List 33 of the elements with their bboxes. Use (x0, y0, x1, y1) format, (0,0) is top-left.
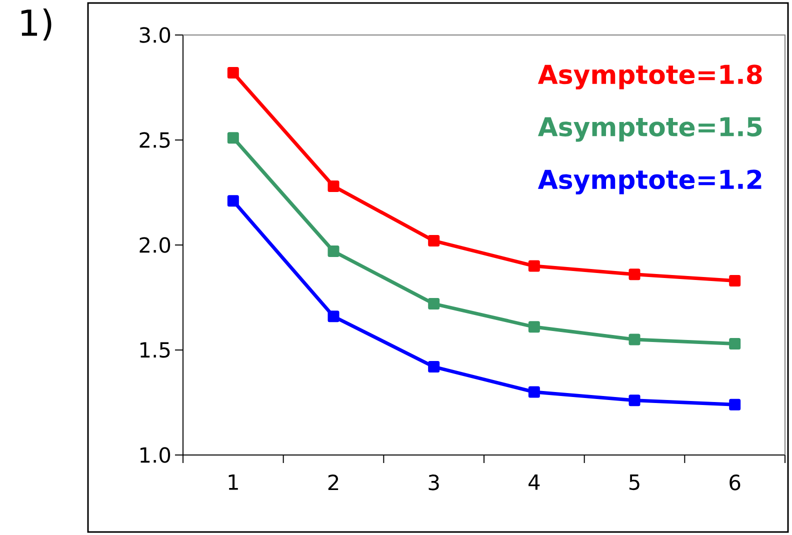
point (628, 334, 640, 346)
point (528, 321, 540, 333)
point (628, 394, 640, 406)
point (729, 338, 741, 350)
point (227, 132, 239, 144)
x-tick-label: 2 (328, 474, 338, 490)
y-tick-label: 2.5 (140, 132, 170, 148)
x-tick-label: 6 (730, 474, 740, 490)
point (227, 195, 239, 207)
x-tick-label: 5 (629, 474, 640, 490)
x-tick-label: 1 (228, 474, 238, 490)
y-tick-label: 1.5 (140, 342, 170, 358)
point (328, 246, 340, 258)
point (428, 235, 440, 247)
point (328, 180, 340, 192)
point (328, 310, 340, 322)
text: Asymptote=1.2 (538, 170, 762, 194)
point (729, 398, 741, 410)
point (628, 268, 640, 280)
y-tick-label: 3.0 (140, 27, 170, 43)
point (227, 67, 239, 79)
point (729, 274, 741, 286)
y-tick-label: 1.0 (140, 447, 170, 463)
text: 1) (21, 8, 52, 40)
x-tick-label: 4 (528, 474, 540, 490)
point (428, 298, 440, 310)
y-tick-label: 2.0 (140, 237, 170, 253)
point (528, 386, 540, 398)
point (428, 361, 440, 373)
text: Asymptote=1.5 (538, 117, 762, 142)
x-tick-label: 3 (428, 474, 439, 490)
point (528, 260, 540, 272)
text: Asymptote=1.8 (538, 64, 762, 90)
